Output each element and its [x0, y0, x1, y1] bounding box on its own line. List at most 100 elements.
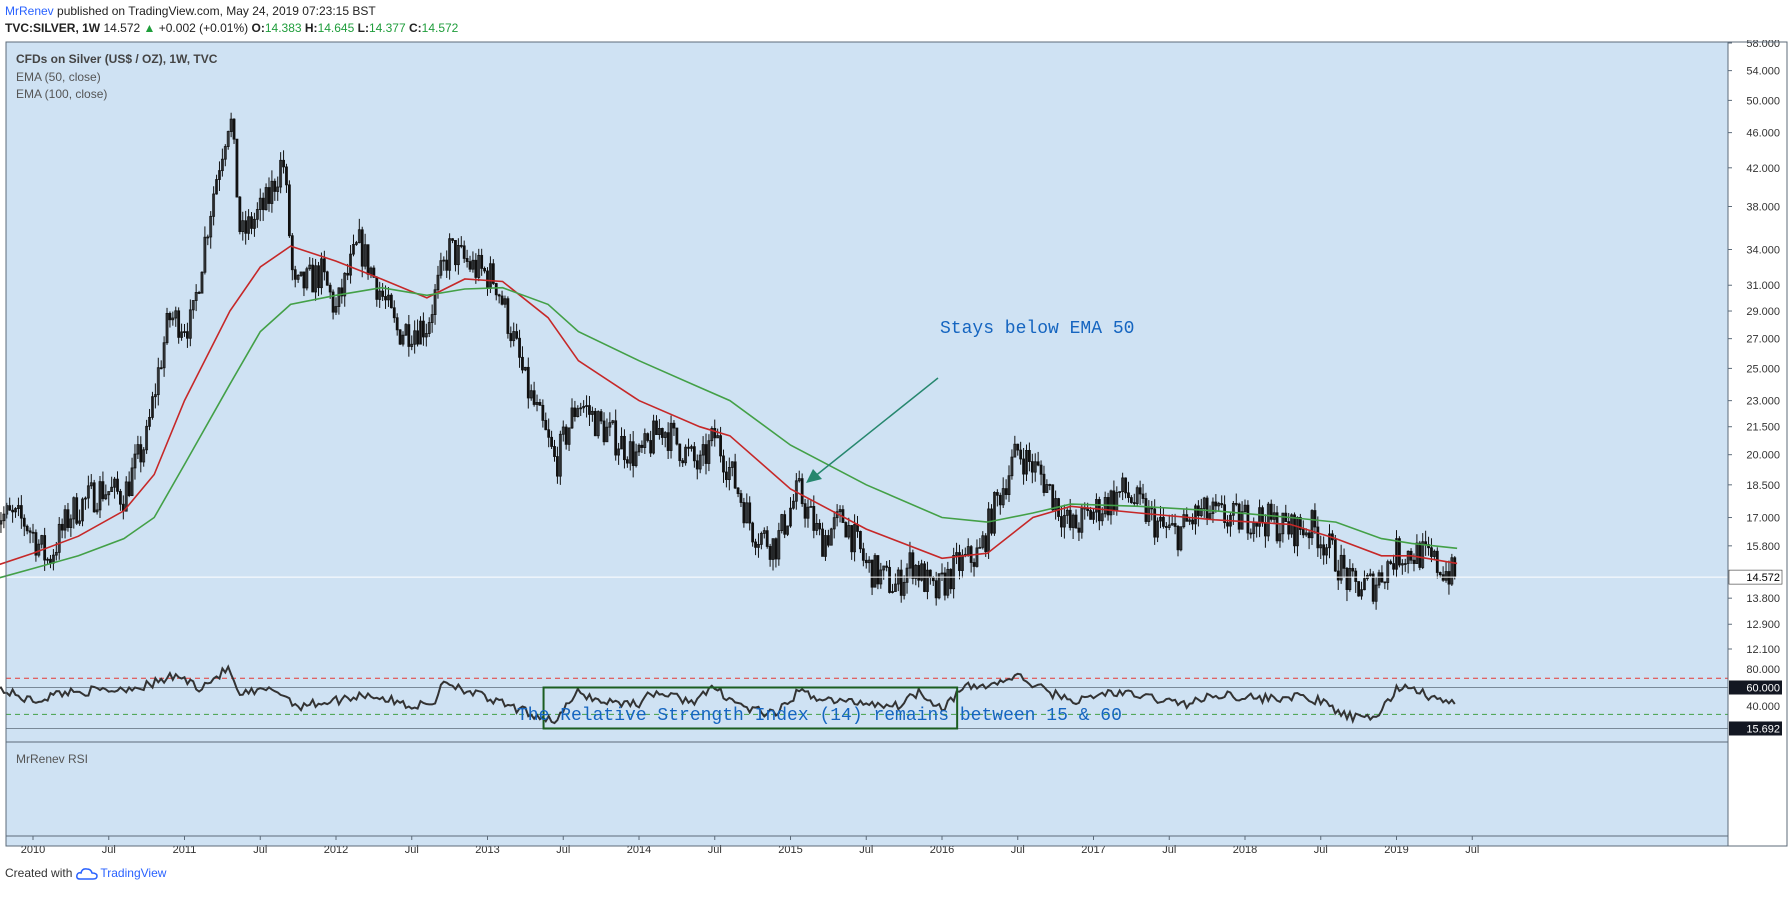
tradingview-link[interactable]: TradingView: [76, 866, 166, 880]
candle-body: [1188, 519, 1192, 522]
candle-body: [31, 531, 35, 534]
candle-body: [515, 331, 519, 339]
candle: [678, 443, 682, 467]
candle-body: [1400, 563, 1404, 566]
candle: [75, 493, 79, 526]
candle-body: [1194, 505, 1197, 525]
candle: [1007, 465, 1011, 502]
candle-body: [829, 528, 833, 546]
candle-body: [529, 390, 533, 399]
candle: [37, 539, 41, 558]
candle-body: [1351, 567, 1355, 572]
candle: [352, 234, 355, 257]
price-tick-label: 29.000: [1746, 306, 1780, 318]
candle-body: [54, 551, 58, 556]
candle-body: [774, 538, 778, 560]
candle: [1074, 509, 1078, 529]
candle: [1403, 558, 1407, 572]
candle-body: [194, 292, 198, 301]
candle: [1336, 559, 1340, 590]
candle: [733, 453, 737, 490]
candle: [1322, 536, 1326, 565]
candle-body: [859, 531, 862, 550]
candle: [617, 442, 621, 465]
candle: [538, 398, 542, 406]
candle-body: [491, 263, 495, 284]
candle: [1062, 504, 1066, 539]
candle: [920, 559, 924, 582]
candle-body: [1313, 510, 1317, 528]
candle-body: [1179, 526, 1183, 551]
candle-body: [500, 295, 504, 305]
candle: [404, 323, 408, 336]
candle-body: [1325, 547, 1328, 556]
candle-body: [1430, 547, 1433, 557]
candle: [349, 245, 352, 284]
candle-body: [497, 294, 501, 297]
candle-body: [1240, 511, 1244, 530]
candle-body: [722, 455, 725, 473]
candle-body: [1022, 458, 1025, 475]
candle: [1164, 522, 1168, 539]
candle-body: [1164, 526, 1168, 528]
candle: [547, 418, 551, 448]
candle: [1109, 489, 1113, 525]
time-tick-label: 2012: [324, 844, 348, 856]
candle: [681, 458, 685, 467]
candle: [646, 432, 650, 443]
candle: [89, 474, 93, 490]
candle-body: [893, 583, 897, 592]
candle-body: [81, 498, 84, 522]
candle: [1176, 524, 1180, 557]
candle: [556, 446, 559, 484]
candle: [937, 573, 941, 600]
candle: [669, 415, 673, 459]
candle-body: [984, 535, 988, 552]
candle-body: [357, 229, 361, 244]
candle-body: [177, 310, 181, 338]
candle: [98, 475, 102, 518]
candle-body: [1010, 456, 1014, 477]
candle-body: [471, 259, 475, 270]
candle: [1278, 523, 1282, 548]
candle-body: [19, 505, 23, 519]
candle-body: [765, 530, 769, 547]
candle-body: [480, 254, 484, 269]
candle-body: [681, 460, 685, 464]
candle-body: [92, 482, 96, 513]
candle: [116, 471, 119, 495]
open-value: 14.383: [264, 21, 302, 35]
candle-body: [439, 260, 443, 276]
candle: [1266, 501, 1270, 542]
candle-body: [923, 563, 926, 592]
candle: [308, 257, 312, 271]
candle-body: [928, 569, 932, 578]
candle: [911, 549, 915, 585]
candle-body: [95, 509, 99, 513]
candle: [643, 428, 647, 455]
candle: [1307, 529, 1311, 550]
candle-body: [148, 416, 151, 427]
candle-body: [1371, 573, 1375, 602]
candle: [235, 138, 239, 198]
candle-body: [206, 236, 210, 239]
candle-body: [451, 238, 454, 241]
candle-body: [523, 366, 527, 371]
candle: [279, 152, 283, 194]
candle: [0, 512, 3, 533]
candle-body: [253, 218, 256, 229]
candle: [873, 553, 877, 588]
candle-body: [101, 481, 105, 500]
ema100-line: [0, 286, 1458, 579]
candle-body: [1415, 542, 1419, 564]
author-link[interactable]: MrRenev: [5, 4, 54, 18]
candle: [1132, 493, 1136, 507]
candle: [206, 234, 210, 246]
rsi-value-tag: [1729, 721, 1782, 736]
candle-body: [824, 535, 827, 557]
candle: [1220, 495, 1224, 508]
candle: [433, 284, 437, 325]
rsi-tick-label: 15.692: [1746, 723, 1780, 735]
price-chart[interactable]: 58.000 54.000 50.000 46.000 42.000 38.000 34.0…: [0, 40, 1788, 866]
candle-body: [821, 528, 824, 557]
